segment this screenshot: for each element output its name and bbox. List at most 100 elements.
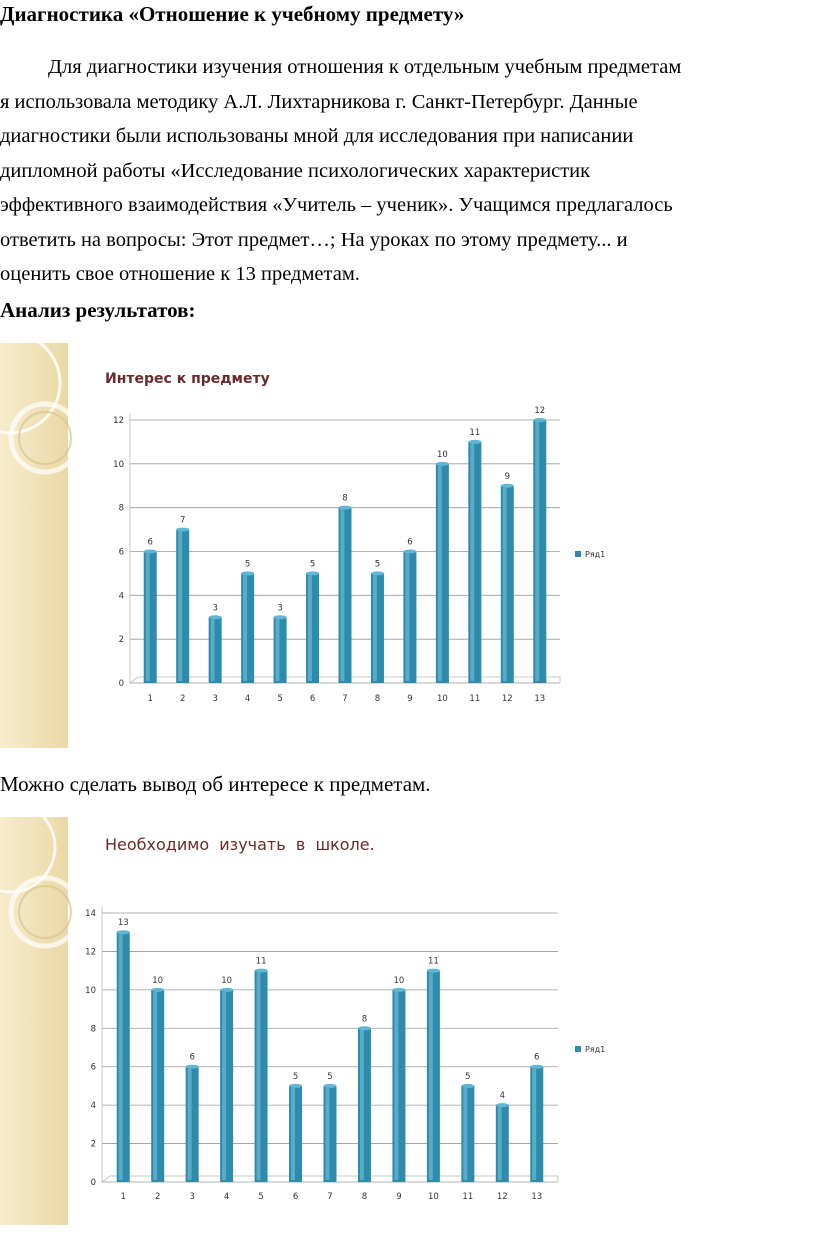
data-label: 9 xyxy=(505,472,510,482)
data-label: 8 xyxy=(362,1014,367,1024)
x-tick-label: 1 xyxy=(148,694,153,704)
y-tick-label: 8 xyxy=(119,504,124,514)
bar-highlight xyxy=(291,1087,295,1180)
bar-highlight xyxy=(243,575,248,681)
x-tick-label: 7 xyxy=(327,1192,332,1202)
bar-top xyxy=(241,571,255,576)
data-label: 3 xyxy=(277,603,282,613)
x-tick-label: 10 xyxy=(437,694,448,704)
necessity-chart-svg: Необходимо изучать в школе. 024681012141… xyxy=(0,817,605,1225)
bar-top xyxy=(403,549,417,554)
y-tick-label: 4 xyxy=(119,591,124,601)
bar-highlight xyxy=(325,1087,330,1180)
data-label: 6 xyxy=(407,538,412,548)
bar-highlight xyxy=(222,991,227,1180)
bar-top xyxy=(116,930,130,935)
data-label: 6 xyxy=(189,1053,194,1063)
data-label: 8 xyxy=(342,494,347,504)
bar xyxy=(241,573,255,683)
data-label: 13 xyxy=(118,918,129,928)
bar-top xyxy=(461,1083,475,1088)
bar-highlight xyxy=(118,934,123,1180)
x-tick-label: 4 xyxy=(224,1192,229,1202)
bar-highlight xyxy=(394,991,399,1180)
x-tick-label: 4 xyxy=(245,694,250,704)
bar xyxy=(220,989,234,1182)
bar-highlight xyxy=(178,531,183,681)
y-tick-label: 0 xyxy=(91,1178,96,1188)
necessity-chart: Необходимо изучать в школе. 0 2 4 6 8 10 12 14 1… xyxy=(0,817,808,1225)
bar-top xyxy=(357,1026,371,1031)
bar-top xyxy=(530,1064,544,1069)
legend-label: Ряд1 xyxy=(585,1045,605,1054)
legend-swatch xyxy=(575,551,581,557)
bar xyxy=(403,551,417,683)
bar xyxy=(357,1028,371,1182)
bar-top xyxy=(338,505,352,510)
data-label: 6 xyxy=(148,538,153,548)
bar-highlight xyxy=(532,1068,537,1180)
x-tick-label: 1 xyxy=(121,1192,126,1202)
bar-top xyxy=(143,549,157,554)
bar-highlight xyxy=(153,991,158,1180)
paragraph-line: диагностики были использованы мной для и… xyxy=(0,125,634,147)
bar xyxy=(151,989,165,1182)
y-tick-label: 6 xyxy=(91,1063,96,1073)
bar-highlight xyxy=(405,553,410,681)
bar-top xyxy=(208,615,222,620)
bar-highlight xyxy=(502,487,507,681)
bar xyxy=(370,573,384,683)
y-tick-label: 8 xyxy=(91,1024,96,1034)
x-tick-label: 8 xyxy=(375,694,380,704)
x-tick-label: 12 xyxy=(497,1192,508,1202)
bar xyxy=(176,529,190,683)
bar-top xyxy=(289,1083,303,1088)
x-tick-label: 2 xyxy=(155,1192,160,1202)
x-tick-label: 13 xyxy=(531,1192,542,1202)
x-tick-label: 10 xyxy=(428,1192,439,1202)
data-label: 5 xyxy=(375,559,380,569)
bar xyxy=(323,1085,337,1182)
chart-title: Необходимо изучать в школе. xyxy=(105,835,375,854)
data-label: 3 xyxy=(212,603,217,613)
x-tick-label: 9 xyxy=(407,694,412,704)
legend-swatch xyxy=(575,1046,581,1052)
bar-top xyxy=(323,1083,337,1088)
decorative-sidebar xyxy=(0,343,82,748)
bar-top xyxy=(426,968,440,973)
bar xyxy=(435,463,449,683)
x-tick-label: 9 xyxy=(396,1192,401,1202)
bar-highlight xyxy=(340,509,345,681)
x-tick-label: 6 xyxy=(310,694,315,704)
paragraph-line: я использовала методику А.Л. Лихтарников… xyxy=(0,90,638,113)
y-tick-label: 10 xyxy=(113,460,124,470)
data-label: 5 xyxy=(293,1072,298,1082)
data-label: 6 xyxy=(534,1053,539,1063)
paragraph-line: оценить свое отношение к 13 предметам. xyxy=(0,263,360,285)
bar-top xyxy=(254,968,268,973)
bar-highlight xyxy=(535,422,540,681)
bar-highlight xyxy=(210,619,215,681)
y-tick-label: 0 xyxy=(119,679,124,689)
data-label: 5 xyxy=(245,559,250,569)
bar-top xyxy=(392,987,406,992)
bar xyxy=(500,485,514,683)
x-tick-label: 8 xyxy=(362,1192,367,1202)
analysis-heading: Анализ результатов: xyxy=(0,298,196,322)
bar xyxy=(116,932,130,1182)
x-tick-label: 5 xyxy=(258,1192,263,1202)
x-tick-label: 11 xyxy=(462,1192,473,1202)
bar xyxy=(289,1085,303,1182)
x-tick-label: 7 xyxy=(342,694,347,704)
bar-top xyxy=(151,987,165,992)
data-label: 4 xyxy=(500,1091,505,1101)
bar-top xyxy=(370,571,384,576)
x-tick-label: 3 xyxy=(212,694,217,704)
paragraph-line: эффективного взаимодействия «Учитель – у… xyxy=(0,194,673,216)
bar xyxy=(461,1085,475,1182)
data-label: 11 xyxy=(428,957,439,967)
bar xyxy=(533,420,547,683)
bar-highlight xyxy=(470,443,475,681)
bar-top xyxy=(500,483,514,488)
y-tick-label: 2 xyxy=(91,1140,96,1150)
